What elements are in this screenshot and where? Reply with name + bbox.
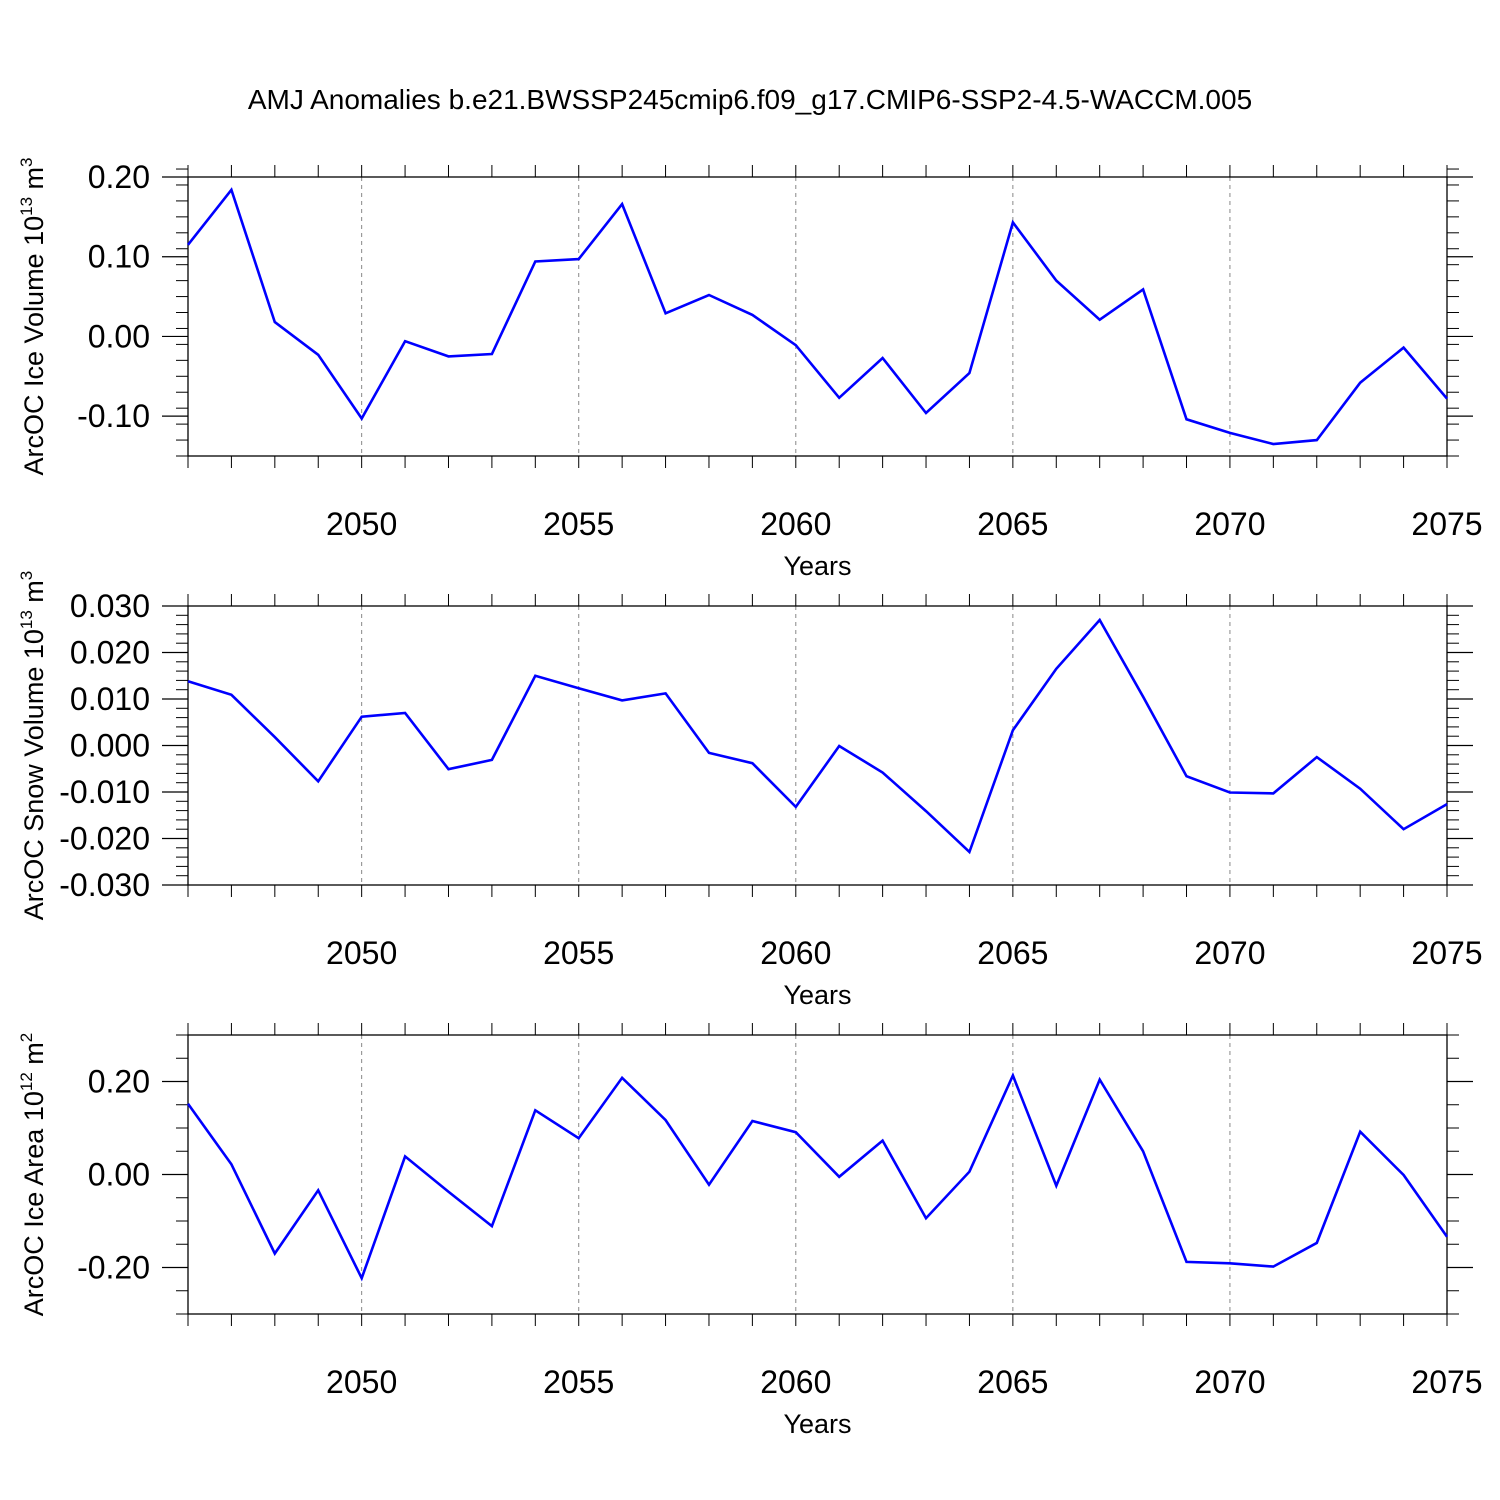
plot-frame xyxy=(188,606,1447,885)
data-series-line xyxy=(188,1076,1447,1279)
y-tick-label: 0.010 xyxy=(70,681,150,717)
x-tick-label: 2065 xyxy=(977,935,1048,971)
x-tick-label: 2055 xyxy=(543,1364,614,1400)
x-tick-label: 2055 xyxy=(543,506,614,542)
y-tick-label: -0.020 xyxy=(59,821,150,857)
x-tick-label: 2055 xyxy=(543,935,614,971)
x-tick-label: 2070 xyxy=(1194,1364,1265,1400)
data-series-line xyxy=(188,190,1447,444)
x-tick-label: 2070 xyxy=(1194,506,1265,542)
y-tick-label: 0.00 xyxy=(88,1157,150,1193)
x-tick-label: 2075 xyxy=(1411,506,1482,542)
x-tick-label: 2060 xyxy=(760,1364,831,1400)
y-tick-label: 0.030 xyxy=(70,588,150,624)
x-axis-label: Years xyxy=(783,980,851,1010)
y-tick-label: -0.10 xyxy=(77,398,150,434)
y-tick-label: 0.000 xyxy=(70,728,150,764)
y-axis-label: ArcOC Ice Volume 1013 m3 xyxy=(17,157,49,475)
y-tick-label: 0.20 xyxy=(88,1064,150,1100)
figure: 0.20 0.10 0.00 -0.10 2050 2055 2060 2065 2070 207… xyxy=(0,0,1500,1500)
y-tick-label: -0.010 xyxy=(59,774,150,810)
x-tick-label: 2060 xyxy=(760,506,831,542)
y-tick-label: 0.10 xyxy=(88,239,150,275)
y-axis-label: ArcOC Ice Area 1012 m2 xyxy=(17,1033,49,1317)
x-tick-label: 2050 xyxy=(326,1364,397,1400)
plot-frame xyxy=(188,177,1447,456)
chart-panel-2: 0.030 0.020 0.010 0.000 -0.010 -0.020 -0.030 20… xyxy=(17,571,1483,1010)
x-tick-label: 2060 xyxy=(760,935,831,971)
x-tick-label: 2050 xyxy=(326,506,397,542)
x-tick-label: 2065 xyxy=(977,1364,1048,1400)
chart-panel-1: 0.20 0.10 0.00 -0.10 2050 2055 2060 2065 2070 207… xyxy=(17,157,1483,581)
x-tick-label: 2070 xyxy=(1194,935,1265,971)
y-tick-label: -0.20 xyxy=(77,1250,150,1286)
y-tick-label: 0.20 xyxy=(88,159,150,195)
data-series-line xyxy=(188,620,1447,852)
x-tick-label: 2050 xyxy=(326,935,397,971)
plot-frame xyxy=(188,1035,1447,1314)
y-tick-label: 0.020 xyxy=(70,635,150,671)
x-tick-label: 2065 xyxy=(977,506,1048,542)
x-axis-label: Years xyxy=(783,551,851,581)
x-tick-label: 2075 xyxy=(1411,935,1482,971)
x-tick-label: 2075 xyxy=(1411,1364,1482,1400)
y-tick-label: 0.00 xyxy=(88,318,150,354)
y-axis-label: ArcOC Snow Volume 1013 m3 xyxy=(17,571,49,921)
x-axis-label: Years xyxy=(783,1409,851,1439)
chart-panel-3: 0.20 0.00 -0.20 2050 2055 2060 2065 2070 2075 Yea… xyxy=(17,1023,1483,1439)
y-tick-label: -0.030 xyxy=(59,867,150,903)
